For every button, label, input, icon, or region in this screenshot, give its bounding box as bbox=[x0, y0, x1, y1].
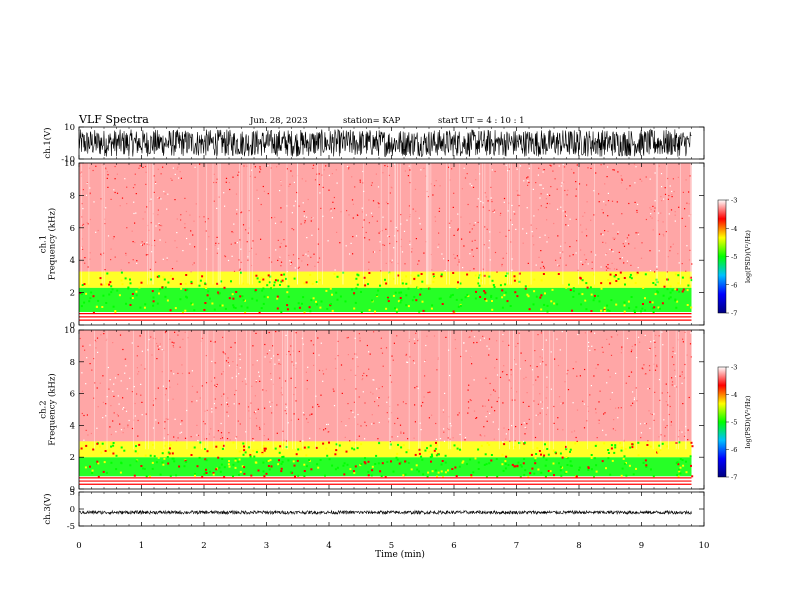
x-tick-label: 8 bbox=[576, 541, 581, 551]
ch3-waveform: 50-5ch.3(V) bbox=[42, 488, 705, 532]
x-tick-label: 3 bbox=[264, 541, 269, 551]
ch1-waveform-y-tick-label: -10 bbox=[61, 155, 75, 165]
ch3-waveform-trace bbox=[78, 509, 692, 516]
x-tick-label: 9 bbox=[639, 541, 644, 551]
ch3-waveform-y-axis-label: ch.3(V) bbox=[42, 493, 53, 524]
ch2-spectrogram-colorbar-label: log(PSD)(V²/Hz) bbox=[744, 395, 752, 448]
ch1-spectrogram-y-tick-label: 2 bbox=[70, 289, 75, 299]
x-tick-label: 5 bbox=[389, 541, 394, 551]
observation-date: Jun. 28, 2023 bbox=[249, 116, 308, 126]
ch1-spectrogram-y-tick-label: 8 bbox=[70, 191, 75, 201]
ch1-spectrogram-y-tick-label: 0 bbox=[70, 321, 75, 331]
ch2-spectrogram-colorbar-tick-label: -5 bbox=[731, 419, 737, 427]
ch2-spectrogram-band bbox=[79, 441, 692, 458]
x-tick-label: 2 bbox=[201, 541, 206, 551]
ch2-spectrogram-band bbox=[79, 457, 692, 477]
ch2-spectrogram-y-tick-label: 8 bbox=[70, 358, 75, 368]
x-axis-label: Time (min) bbox=[375, 549, 425, 560]
x-tick-label: 0 bbox=[76, 541, 81, 551]
ch1-spectrogram-y-axis-label: Frequency (kHz) bbox=[47, 208, 58, 280]
x-tick-labels: 0 1 2 3 4 5 6 7 8 9 10 bbox=[76, 541, 709, 551]
ch1-spectrogram-colorbar-tick-label: -3 bbox=[731, 197, 737, 205]
ch2-spectrogram: 0 2 4 6 8 10 ch.2 Frequency (kHz) -3 -4 -5 -6 -7 log(… bbox=[39, 326, 753, 495]
ch1-waveform-y-axis-label: ch.1(V) bbox=[42, 127, 53, 158]
ch2-spectrogram-colorbar-tick-label: -3 bbox=[731, 364, 737, 372]
ch2-spectrogram-y-tick-label: 10 bbox=[64, 326, 75, 336]
ch1-spectrogram-colorbar bbox=[717, 199, 727, 314]
x-tick-label: 10 bbox=[699, 541, 710, 551]
ch2-spectrogram-y-axis-label: Frequency (kHz) bbox=[47, 373, 58, 445]
ch1-spectrogram-colorbar-tick-label: -7 bbox=[731, 310, 737, 318]
start-time: start UT = 4 : 10 : 1 bbox=[438, 116, 525, 126]
x-tick-label: 4 bbox=[326, 541, 331, 551]
ch1-spectrogram-y-tick-label: 6 bbox=[70, 224, 75, 234]
ch2-spectrogram-colorbar-tick-label: -4 bbox=[731, 391, 737, 399]
ch1-spectrogram-band bbox=[79, 163, 692, 272]
ch2-spectrogram-y-tick-label: 4 bbox=[70, 421, 75, 431]
ch2-spectrogram-colorbar bbox=[717, 366, 727, 478]
ch1-waveform-trace bbox=[78, 128, 692, 158]
ch2-spectrogram-band bbox=[79, 330, 692, 442]
x-tick-label: 6 bbox=[451, 541, 456, 551]
ch1-spectrogram-colorbar-tick-label: -6 bbox=[731, 281, 737, 289]
ch1-spectrogram-colorbar-label: log(PSD)(V²/Hz) bbox=[744, 230, 752, 283]
ch1-spectrogram-colorbar-tick-label: -4 bbox=[731, 225, 737, 233]
ch1-waveform: 10 -10 ch.1(V) bbox=[42, 123, 705, 165]
ch2-spectrogram-colorbar-tick-label: -6 bbox=[731, 446, 737, 454]
ch1-spectrogram-y-tick-label: 10 bbox=[64, 159, 75, 169]
ch3-waveform-y-tick-label: 5 bbox=[70, 488, 75, 498]
ch3-waveform-y-tick-label: -5 bbox=[67, 522, 75, 532]
figure-title: VLF Spectra bbox=[78, 113, 149, 126]
ch2-spectrogram-y-tick-label: 2 bbox=[70, 453, 75, 463]
ch1-spectrogram-colorbar-tick-label: -5 bbox=[731, 253, 737, 261]
ch1-spectrogram-y-axis-label: ch.1 bbox=[39, 235, 49, 253]
station-label: station= KAP bbox=[343, 116, 401, 126]
ch2-spectrogram-y-tick-label: 6 bbox=[70, 390, 75, 400]
ch2-spectrogram-colorbar-tick-label: -7 bbox=[731, 474, 737, 482]
x-tick-label: 7 bbox=[514, 541, 519, 551]
ch3-waveform-y-tick-label: 0 bbox=[70, 505, 75, 515]
ch1-waveform-y-tick-label: 10 bbox=[64, 123, 75, 133]
ch2-spectrogram-y-tick-label: 0 bbox=[70, 485, 75, 495]
ch2-spectrogram-y-axis-label: ch.2 bbox=[39, 400, 49, 418]
x-tick-label: 1 bbox=[139, 541, 144, 551]
ch3-waveform-frame bbox=[78, 491, 705, 527]
ch1-spectrogram: 0 2 4 6 8 10 ch.1 Frequency (kHz) -3 -4 -5 -6 -7 log(… bbox=[39, 159, 753, 331]
ch1-spectrogram-y-tick-label: 4 bbox=[70, 256, 75, 266]
